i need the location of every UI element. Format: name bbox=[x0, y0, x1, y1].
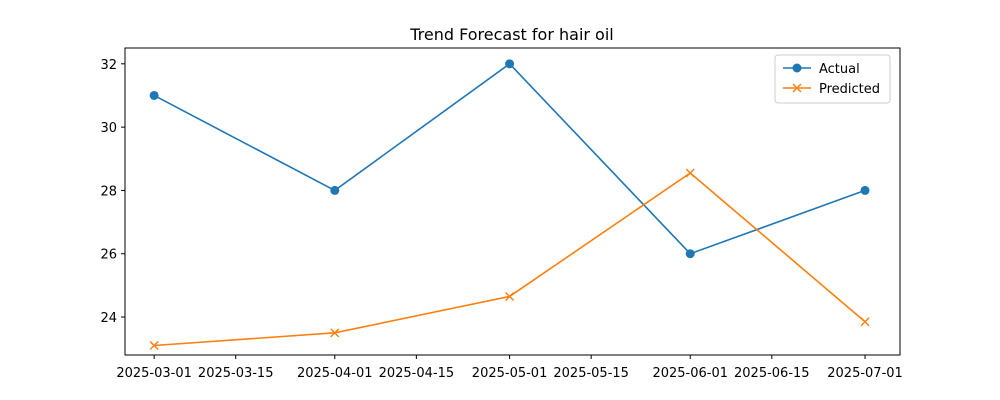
series-line-predicted bbox=[154, 172, 866, 347]
data-point-actual bbox=[505, 59, 515, 69]
data-point-actual bbox=[860, 185, 870, 195]
x-tick-label: 2025-05-15 bbox=[553, 366, 629, 381]
data-point-actual bbox=[330, 185, 340, 195]
x-tick-label: 2025-04-01 bbox=[297, 366, 373, 381]
legend-marker-actual bbox=[792, 63, 802, 73]
x-tick-label: 2025-03-01 bbox=[116, 366, 192, 381]
series-markers bbox=[149, 59, 870, 350]
y-tick-label: 32 bbox=[100, 58, 117, 73]
legend-label-actual: Actual bbox=[819, 62, 860, 77]
x-tick-label: 2025-06-15 bbox=[734, 366, 810, 381]
legend-marker-predicted bbox=[792, 83, 802, 93]
data-point-predicted bbox=[330, 328, 340, 338]
x-tick-label: 2025-07-01 bbox=[827, 366, 903, 381]
x-tick-label: 2025-04-15 bbox=[379, 366, 455, 381]
x-tick-label: 2025-06-01 bbox=[652, 366, 728, 381]
series-line-actual bbox=[153, 62, 866, 255]
x-tick-label: 2025-05-01 bbox=[472, 366, 548, 381]
chart-title: Trend Forecast for hair oil bbox=[409, 25, 613, 44]
legend-label-predicted: Predicted bbox=[819, 82, 880, 97]
series-lines bbox=[153, 62, 866, 347]
plot-frame bbox=[124, 47, 901, 356]
data-point-predicted bbox=[505, 291, 515, 301]
x-tick-label: 2025-03-15 bbox=[198, 366, 274, 381]
data-point-predicted bbox=[860, 317, 870, 327]
y-tick-label: 28 bbox=[100, 184, 117, 199]
axes: 2025-03-01 2025-03-15 2025-04-01 2025-04-15… bbox=[100, 47, 903, 381]
data-point-predicted bbox=[149, 341, 159, 350]
legend: Actual Predicted bbox=[774, 54, 891, 104]
y-tick-label: 30 bbox=[100, 121, 117, 136]
y-tick-label: 26 bbox=[100, 248, 117, 263]
data-point-actual bbox=[685, 249, 695, 259]
legend-box bbox=[774, 54, 891, 104]
data-point-predicted bbox=[685, 168, 695, 178]
y-tick-label: 24 bbox=[100, 311, 117, 326]
data-point-actual bbox=[149, 90, 159, 100]
